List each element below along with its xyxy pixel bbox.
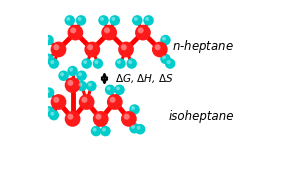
Circle shape [77,81,87,91]
Circle shape [102,128,106,132]
Circle shape [131,106,135,110]
Circle shape [45,37,49,41]
Circle shape [51,94,66,110]
Circle shape [162,55,166,59]
Circle shape [116,86,120,90]
Circle shape [70,27,76,33]
Circle shape [49,110,59,120]
Circle shape [91,126,101,136]
Circle shape [53,44,59,50]
Circle shape [154,44,161,50]
Circle shape [76,15,86,26]
Circle shape [93,111,108,127]
Circle shape [104,27,110,33]
Circle shape [135,124,145,134]
Circle shape [162,37,166,41]
Circle shape [78,72,82,76]
Circle shape [167,60,171,64]
Circle shape [143,15,154,26]
Circle shape [160,35,171,45]
Circle shape [145,17,149,21]
Circle shape [45,55,49,59]
Circle shape [100,17,104,21]
Circle shape [98,15,109,26]
Circle shape [105,84,115,95]
Circle shape [88,83,92,87]
Circle shape [65,77,80,93]
Circle shape [50,60,54,64]
Circle shape [67,66,78,76]
Circle shape [117,60,121,64]
Circle shape [49,58,59,69]
Circle shape [64,15,75,26]
Circle shape [83,60,87,64]
Circle shape [110,97,116,103]
Circle shape [152,42,168,57]
Circle shape [121,44,127,50]
Circle shape [100,126,111,136]
Circle shape [95,60,99,64]
Circle shape [82,97,87,103]
Circle shape [106,86,111,90]
Circle shape [60,72,64,76]
Circle shape [107,94,123,110]
Circle shape [93,58,103,69]
Circle shape [69,68,73,72]
Circle shape [51,42,66,57]
Circle shape [137,126,141,130]
Circle shape [78,83,82,87]
Circle shape [58,70,69,81]
Circle shape [79,94,95,110]
Circle shape [129,123,140,133]
Circle shape [115,58,126,69]
Circle shape [50,112,54,116]
Circle shape [86,81,97,91]
Circle shape [110,15,120,26]
Circle shape [66,17,70,21]
Circle shape [165,58,176,69]
Circle shape [118,42,134,57]
Circle shape [76,70,87,81]
Circle shape [84,42,100,57]
Circle shape [44,106,54,117]
Circle shape [132,15,143,26]
Circle shape [95,114,101,120]
Circle shape [126,58,137,69]
Circle shape [111,17,115,21]
Text: $\Delta G$, $\Delta H$, $\Delta S$: $\Delta G$, $\Delta H$, $\Delta S$ [115,72,173,85]
Circle shape [135,25,151,40]
Circle shape [68,25,83,40]
Circle shape [160,54,171,64]
Text: $n$-heptane: $n$-heptane [172,38,234,55]
Circle shape [82,58,92,69]
Circle shape [121,111,137,127]
Circle shape [101,25,117,40]
Circle shape [124,114,130,120]
Circle shape [93,128,97,132]
Circle shape [46,89,50,93]
Circle shape [43,54,54,64]
Text: isoheptane: isoheptane [168,110,234,123]
Circle shape [78,17,82,21]
Circle shape [65,111,80,127]
Circle shape [53,97,59,103]
Circle shape [43,35,54,45]
Circle shape [67,114,73,120]
Circle shape [87,44,93,50]
Circle shape [67,80,73,86]
Circle shape [129,104,140,115]
Circle shape [46,108,50,112]
Circle shape [138,27,144,33]
Circle shape [131,125,135,129]
Circle shape [128,60,132,64]
Circle shape [44,87,54,98]
Circle shape [134,17,138,21]
Circle shape [114,84,125,95]
